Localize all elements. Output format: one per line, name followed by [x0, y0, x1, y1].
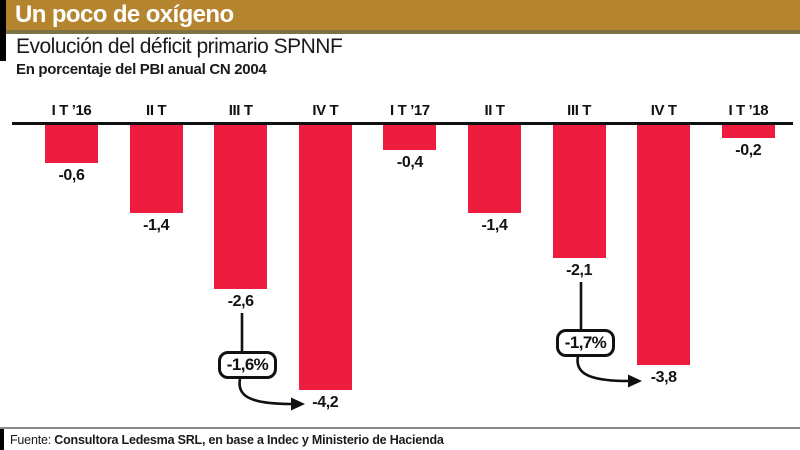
bar: [552, 125, 606, 258]
chart-subtitle: En porcentaje del PBI anual CN 2004: [16, 61, 267, 78]
value-label: -0,2: [735, 142, 762, 159]
bar: [468, 125, 521, 213]
value-label: -2,6: [227, 293, 254, 310]
left-notch-bottom: [0, 429, 4, 450]
category-label: II T: [484, 102, 505, 119]
source-prefix: Fuente:: [10, 433, 51, 447]
callout-2-arrow-curve: [576, 355, 629, 383]
footer-rule: [0, 427, 800, 429]
value-label: -4,2: [312, 394, 339, 411]
category-label: IV T: [650, 102, 677, 119]
source-text: Consultora Ledesma SRL, en base a Indec …: [54, 433, 444, 447]
kicker-underline: [0, 30, 800, 34]
value-label: -0,4: [396, 154, 423, 171]
value-label: -2,1: [566, 262, 593, 279]
value-label: -0,6: [58, 167, 85, 184]
value-label: -1,4: [481, 217, 508, 234]
bar: [45, 125, 98, 163]
bar: [721, 125, 775, 138]
category-label: IV T: [312, 102, 339, 119]
category-label: I T ’17: [390, 102, 430, 119]
category-label: III T: [567, 102, 592, 119]
kicker-title: Un poco de oxígeno: [15, 1, 234, 28]
chart-title: Evolución del déficit primario SPNNF: [16, 35, 343, 58]
left-notch-top: [0, 0, 6, 61]
zero-axis-line: [12, 122, 793, 125]
bar: [129, 125, 183, 213]
source-line: Fuente: Consultora Ledesma SRL, en base …: [10, 433, 444, 447]
value-label: -1,4: [143, 217, 170, 234]
value-label: -3,8: [650, 369, 677, 386]
category-label: I T ’16: [51, 102, 92, 119]
category-label: III T: [228, 102, 253, 119]
bar: [637, 125, 691, 365]
category-label: II T: [146, 102, 167, 119]
bar: [214, 125, 268, 289]
bar: [383, 125, 437, 150]
kicker-bar: [0, 0, 800, 30]
annotation-callout-2: -1,7%: [556, 329, 615, 357]
category-label: I T ’18: [728, 102, 769, 119]
annotation-callout-1: -1,6%: [218, 351, 277, 379]
bar: [298, 125, 352, 390]
